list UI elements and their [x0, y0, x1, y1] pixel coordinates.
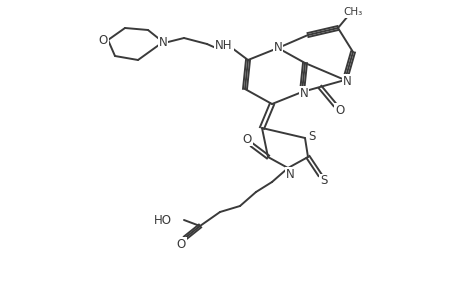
Text: O: O	[242, 133, 251, 146]
Text: O: O	[98, 34, 107, 46]
Text: N: N	[342, 74, 351, 88]
Text: O: O	[335, 103, 344, 116]
Text: O: O	[176, 238, 185, 250]
Text: S: S	[308, 130, 315, 142]
Text: N: N	[273, 40, 282, 53]
Text: S: S	[319, 175, 327, 188]
Text: CH₃: CH₃	[342, 7, 362, 17]
Text: NH: NH	[215, 38, 232, 52]
Text: N: N	[158, 35, 167, 49]
Text: HO: HO	[154, 214, 172, 226]
Text: N: N	[299, 86, 308, 100]
Text: N: N	[285, 167, 294, 181]
